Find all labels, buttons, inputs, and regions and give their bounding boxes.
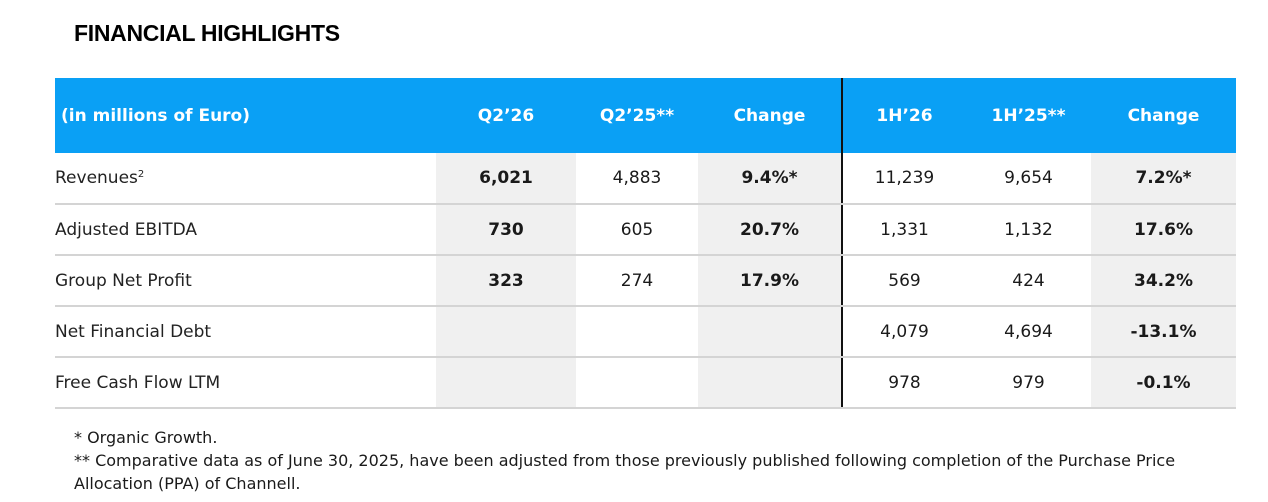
- table-cell: -0.1%: [1091, 357, 1236, 409]
- row-label: Group Net Profit: [55, 255, 436, 307]
- row-label: Revenues2: [55, 153, 436, 205]
- table-header-row: (in millions of Euro) Q2’26 Q2’25** Chan…: [55, 78, 1236, 153]
- header-units: (in millions of Euro): [55, 78, 436, 153]
- table-cell: [698, 357, 842, 409]
- table-cell: 9,654: [966, 153, 1091, 205]
- table-cell: 11,239: [841, 153, 966, 205]
- table-cell: [698, 306, 842, 358]
- table-cell: 979: [966, 357, 1091, 409]
- table-row: Revenues2 6,021 4,883 9.4%* 11,239 9,654 7.2%*: [55, 153, 1236, 205]
- header-change-quarter: Change: [698, 78, 842, 153]
- table-cell: [436, 357, 576, 409]
- table-cell: 34.2%: [1091, 255, 1236, 307]
- header-1h-25: 1H’25**: [966, 78, 1091, 153]
- table-cell: 1,331: [841, 204, 966, 256]
- table-cell: 730: [436, 204, 576, 256]
- table-row: Free Cash Flow LTM 978 979 -0.1%: [55, 357, 1236, 409]
- header-change-half: Change: [1091, 78, 1236, 153]
- table-cell: 6,021: [436, 153, 576, 205]
- table-cell: 4,079: [841, 306, 966, 358]
- footnotes: * Organic Growth. ** Comparative data as…: [74, 426, 1244, 495]
- row-label: Net Financial Debt: [55, 306, 436, 358]
- table-cell: -13.1%: [1091, 306, 1236, 358]
- table-cell: 9.4%*: [698, 153, 842, 205]
- table-cell: 605: [576, 204, 698, 256]
- table-cell: [576, 306, 698, 358]
- table-cell: 7.2%*: [1091, 153, 1236, 205]
- table-cell: 17.6%: [1091, 204, 1236, 256]
- table-cell: 569: [841, 255, 966, 307]
- row-label: Free Cash Flow LTM: [55, 357, 436, 409]
- table-cell: [436, 306, 576, 358]
- table-cell: 424: [966, 255, 1091, 307]
- table-row: Group Net Profit 323 274 17.9% 569 424 34.2%: [55, 255, 1236, 307]
- page-title: FINANCIAL HIGHLIGHTS: [74, 20, 340, 46]
- footnote-organic: * Organic Growth.: [74, 428, 218, 447]
- table-cell: 17.9%: [698, 255, 842, 307]
- table-cell: 4,883: [576, 153, 698, 205]
- table-row: Adjusted EBITDA 730 605 20.7% 1,331 1,132 17.6…: [55, 204, 1236, 256]
- table-row: Net Financial Debt 4,079 4,694 -13.1%: [55, 306, 1236, 358]
- table-cell: 20.7%: [698, 204, 842, 256]
- table-cell: 274: [576, 255, 698, 307]
- header-q2-26: Q2’26: [436, 78, 576, 153]
- table-cell: 4,694: [966, 306, 1091, 358]
- table-cell: 323: [436, 255, 576, 307]
- table-cell: [576, 357, 698, 409]
- header-q2-25: Q2’25**: [576, 78, 698, 153]
- footnote-comparative: ** Comparative data as of June 30, 2025,…: [74, 451, 1176, 493]
- footnote-marker: 2: [137, 169, 145, 180]
- row-label: Adjusted EBITDA: [55, 204, 436, 256]
- header-1h-26: 1H’26: [841, 78, 966, 153]
- table-cell: 978: [841, 357, 966, 409]
- table-cell: 1,132: [966, 204, 1091, 256]
- financial-highlights-table: (in millions of Euro) Q2’26 Q2’25** Chan…: [55, 78, 1236, 409]
